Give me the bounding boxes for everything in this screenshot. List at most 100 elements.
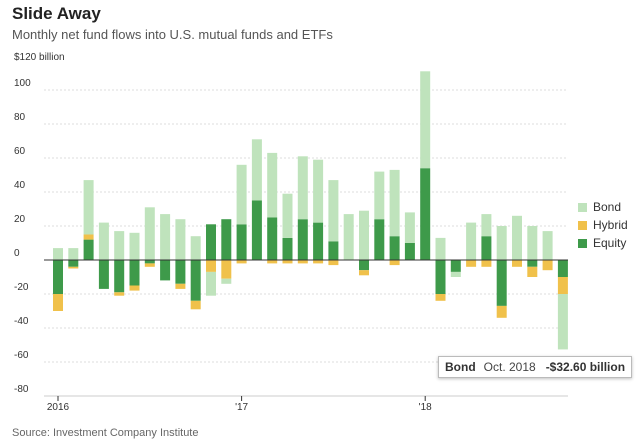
bar-hybrid[interactable] <box>114 292 125 296</box>
bar-equity[interactable] <box>481 236 492 260</box>
bar-equity[interactable] <box>282 237 293 260</box>
bar-bond[interactable] <box>68 248 79 260</box>
bar-equity[interactable] <box>267 217 278 261</box>
bar-hybrid[interactable] <box>542 260 553 271</box>
bar-bond[interactable] <box>144 207 155 260</box>
bar-bond[interactable] <box>450 271 461 277</box>
bar-equity[interactable] <box>53 260 63 294</box>
tooltip-series: Bond <box>445 360 476 374</box>
bar-equity[interactable] <box>450 260 461 272</box>
y-tick-label: -60 <box>14 350 29 361</box>
bar-equity[interactable] <box>328 241 339 260</box>
bar-bond[interactable] <box>542 231 553 260</box>
bar-bond[interactable] <box>236 164 247 225</box>
bar-equity[interactable] <box>160 260 171 281</box>
bar-hybrid[interactable] <box>557 277 568 294</box>
bar-hybrid[interactable] <box>175 283 186 289</box>
bar-equity[interactable] <box>527 260 538 267</box>
bar-bond[interactable] <box>313 159 324 223</box>
bar-hybrid[interactable] <box>481 260 492 267</box>
bar-equity[interactable] <box>98 260 109 289</box>
bar-equity[interactable] <box>374 219 385 260</box>
bar-bond[interactable] <box>160 214 171 260</box>
legend-item-hybrid[interactable]: Hybrid <box>578 216 628 234</box>
bar-bond[interactable] <box>190 236 201 260</box>
bar-bond[interactable] <box>83 180 94 235</box>
bar-equity[interactable] <box>206 224 216 260</box>
bar-hybrid[interactable] <box>389 260 400 266</box>
bar-bond[interactable] <box>527 226 538 260</box>
y-unit-label: $120 billion <box>14 52 65 63</box>
bar-hybrid[interactable] <box>68 266 79 269</box>
bar-equity[interactable] <box>144 260 155 264</box>
bar-equity[interactable] <box>496 260 507 306</box>
bar-bond[interactable] <box>374 171 385 220</box>
tooltip: Bond Oct. 2018 -$32.60 billion <box>438 356 633 378</box>
bar-bond[interactable] <box>114 231 125 260</box>
bar-hybrid[interactable] <box>435 294 446 301</box>
bar-equity[interactable] <box>435 260 446 294</box>
bar-hybrid[interactable] <box>512 260 522 267</box>
bar-bond[interactable] <box>251 139 262 201</box>
bar-equity[interactable] <box>557 260 568 277</box>
bar-hybrid[interactable] <box>190 300 201 310</box>
bar-hybrid[interactable] <box>129 285 140 291</box>
bar-equity[interactable] <box>129 260 140 286</box>
bar-bond[interactable] <box>481 214 492 237</box>
bar-bond[interactable] <box>297 156 308 220</box>
bar-hybrid[interactable] <box>83 234 94 240</box>
bar-bond[interactable] <box>98 222 109 260</box>
bar-bond[interactable] <box>466 222 477 260</box>
bar-bond[interactable] <box>221 278 232 284</box>
bar-bond[interactable] <box>206 271 216 296</box>
bar-equity[interactable] <box>190 260 201 301</box>
bar-equity[interactable] <box>114 260 125 293</box>
bar-bond[interactable] <box>175 219 186 260</box>
bar-bond[interactable] <box>404 212 415 243</box>
bar-hybrid[interactable] <box>496 305 507 318</box>
bar-equity[interactable] <box>175 260 186 284</box>
bar-bond[interactable] <box>420 71 431 169</box>
legend-label-bond: Bond <box>593 200 622 214</box>
bar-bond[interactable] <box>512 215 522 260</box>
bar-hybrid[interactable] <box>236 260 247 264</box>
bar-bond[interactable] <box>389 169 400 237</box>
chart-title: Slide Away <box>12 4 101 23</box>
bar-equity[interactable] <box>236 224 247 260</box>
bar-hybrid[interactable] <box>144 263 155 267</box>
bar-bond[interactable] <box>496 226 507 260</box>
bar-bond[interactable] <box>343 214 354 260</box>
bar-equity[interactable] <box>420 168 431 260</box>
legend-item-bond[interactable]: Bond <box>578 198 628 216</box>
bar-hybrid[interactable] <box>267 260 278 264</box>
bar-equity[interactable] <box>359 260 369 271</box>
bar-equity[interactable] <box>68 260 79 267</box>
bar-hybrid[interactable] <box>527 266 538 277</box>
bar-bond[interactable] <box>267 152 278 218</box>
bar-hybrid[interactable] <box>282 260 293 264</box>
bar-equity[interactable] <box>221 219 232 260</box>
bar-hybrid[interactable] <box>359 270 369 276</box>
bar-hybrid[interactable] <box>313 260 324 264</box>
legend-item-equity[interactable]: Equity <box>578 234 628 252</box>
bar-bond[interactable] <box>557 294 568 350</box>
bar-equity[interactable] <box>297 219 308 260</box>
bar-bond[interactable] <box>282 193 293 238</box>
bar-bond[interactable] <box>53 248 63 260</box>
bar-equity[interactable] <box>313 222 324 260</box>
y-tick-label: 80 <box>14 112 26 123</box>
bar-equity[interactable] <box>389 236 400 260</box>
bar-hybrid[interactable] <box>297 260 308 264</box>
bar-hybrid[interactable] <box>206 260 216 272</box>
bar-equity[interactable] <box>83 239 94 260</box>
bar-bond[interactable] <box>435 237 446 260</box>
bar-hybrid[interactable] <box>53 294 63 311</box>
bar-bond[interactable] <box>129 232 140 260</box>
bar-hybrid[interactable] <box>466 260 477 267</box>
bar-bond[interactable] <box>359 210 369 260</box>
bar-equity[interactable] <box>251 200 262 261</box>
bar-hybrid[interactable] <box>221 260 232 279</box>
bar-hybrid[interactable] <box>328 260 339 266</box>
bar-equity[interactable] <box>404 243 415 260</box>
bar-bond[interactable] <box>328 180 339 242</box>
